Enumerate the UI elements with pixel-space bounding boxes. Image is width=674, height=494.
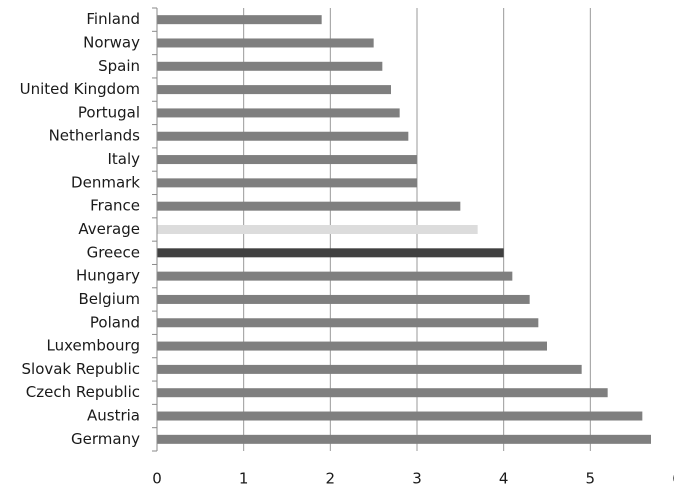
x-tick-label: 5 [586, 470, 596, 488]
bar [157, 61, 383, 71]
category-label: Belgium [79, 290, 141, 308]
x-tick-label: 6 [672, 470, 674, 488]
axes [152, 7, 158, 452]
bar [157, 15, 322, 25]
category-label: France [90, 197, 140, 215]
bar [157, 201, 461, 211]
category-label: Czech Republic [26, 383, 140, 401]
category-label: Austria [87, 407, 140, 425]
bar [157, 155, 417, 165]
bar [157, 434, 651, 444]
bar [157, 178, 417, 188]
bar [157, 108, 400, 118]
x-tick-label: 4 [499, 470, 509, 488]
category-labels: Finland Norway Spain United Kingdom Portugal… [20, 10, 141, 448]
bar [157, 248, 504, 258]
category-label: United Kingdom [20, 80, 140, 98]
category-label: Slovak Republic [22, 360, 141, 378]
x-tick-label: 3 [412, 470, 422, 488]
bar [157, 294, 530, 304]
bar [157, 318, 539, 328]
bar [157, 225, 478, 234]
bar [157, 364, 582, 374]
x-tick-label: 0 [152, 470, 162, 488]
bar [157, 85, 391, 95]
category-label: Spain [98, 57, 140, 75]
bar [157, 131, 409, 141]
category-label: Average [78, 220, 140, 238]
category-label: Poland [90, 313, 140, 331]
category-label: Luxembourg [47, 337, 141, 355]
category-label: Italy [107, 150, 140, 168]
bar [157, 38, 374, 48]
category-label: Hungary [76, 267, 140, 285]
bar [157, 271, 513, 281]
x-tick-label: 1 [239, 470, 249, 488]
category-label: Norway [83, 33, 140, 51]
bars [157, 15, 651, 444]
bar [157, 388, 608, 398]
category-label: Portugal [78, 103, 140, 121]
category-label: Netherlands [49, 127, 141, 145]
x-tick-labels: 0 1 2 3 4 5 6 [152, 470, 674, 488]
bar [157, 341, 547, 351]
category-label: Greece [87, 243, 140, 261]
category-label: Finland [86, 10, 140, 28]
x-tick-label: 2 [326, 470, 336, 488]
category-label: Denmark [71, 173, 140, 191]
category-label: Germany [71, 430, 140, 448]
bar [157, 411, 643, 421]
